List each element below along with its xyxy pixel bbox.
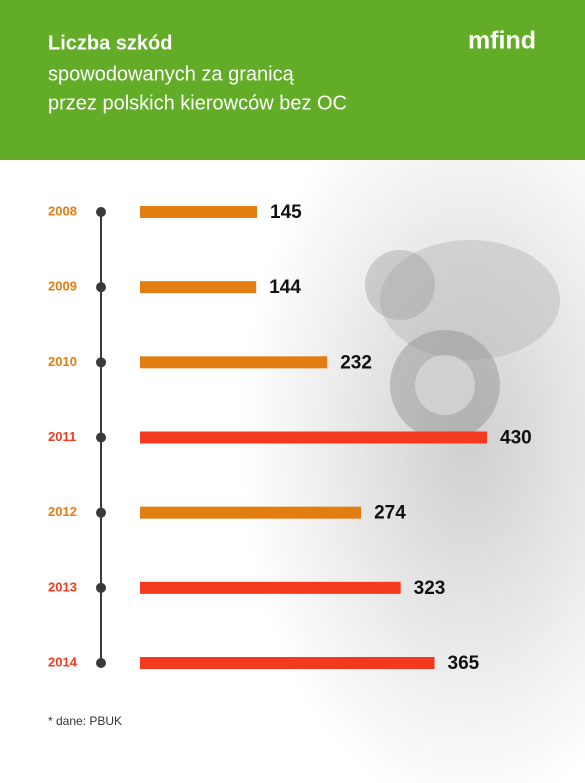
logo: mfind bbox=[468, 27, 536, 55]
bar bbox=[140, 206, 258, 218]
value-label: 365 bbox=[448, 653, 480, 674]
bar bbox=[140, 431, 487, 444]
timeline-dot bbox=[96, 357, 106, 368]
timeline-dot bbox=[96, 507, 106, 518]
timeline-dot bbox=[96, 432, 106, 443]
value-label: 274 bbox=[374, 503, 406, 524]
year-label: 2009 bbox=[48, 279, 77, 294]
year-label: 2013 bbox=[48, 579, 77, 594]
bar bbox=[140, 581, 401, 594]
value-label: 144 bbox=[269, 277, 301, 298]
timeline-dot bbox=[96, 282, 106, 293]
bar bbox=[140, 506, 362, 519]
photo-shape bbox=[380, 240, 560, 360]
chart-title: Liczba szkód bbox=[48, 32, 172, 54]
photo-wheel-rim bbox=[415, 355, 475, 415]
photo-wheel bbox=[365, 250, 435, 320]
timeline-dot bbox=[96, 582, 106, 593]
timeline-dot bbox=[96, 658, 106, 668]
year-label: 2014 bbox=[48, 654, 78, 669]
value-label: 430 bbox=[500, 428, 532, 449]
year-label: 2008 bbox=[48, 203, 77, 218]
chart-subtitle: spowodowanych za granicą bbox=[48, 63, 295, 85]
bar bbox=[140, 356, 328, 369]
bar bbox=[140, 281, 257, 294]
bar bbox=[140, 657, 435, 669]
header bbox=[0, 0, 585, 160]
year-label: 2012 bbox=[48, 504, 77, 519]
value-label: 145 bbox=[270, 202, 302, 223]
chart-subtitle: przez polskich kierowców bez OC bbox=[48, 92, 347, 114]
year-label: 2010 bbox=[48, 354, 77, 369]
timeline-dot bbox=[96, 207, 106, 217]
value-label: 232 bbox=[340, 352, 372, 373]
value-label: 323 bbox=[414, 578, 446, 599]
footnote: * dane: PBUK bbox=[48, 714, 122, 728]
year-label: 2011 bbox=[48, 429, 76, 444]
